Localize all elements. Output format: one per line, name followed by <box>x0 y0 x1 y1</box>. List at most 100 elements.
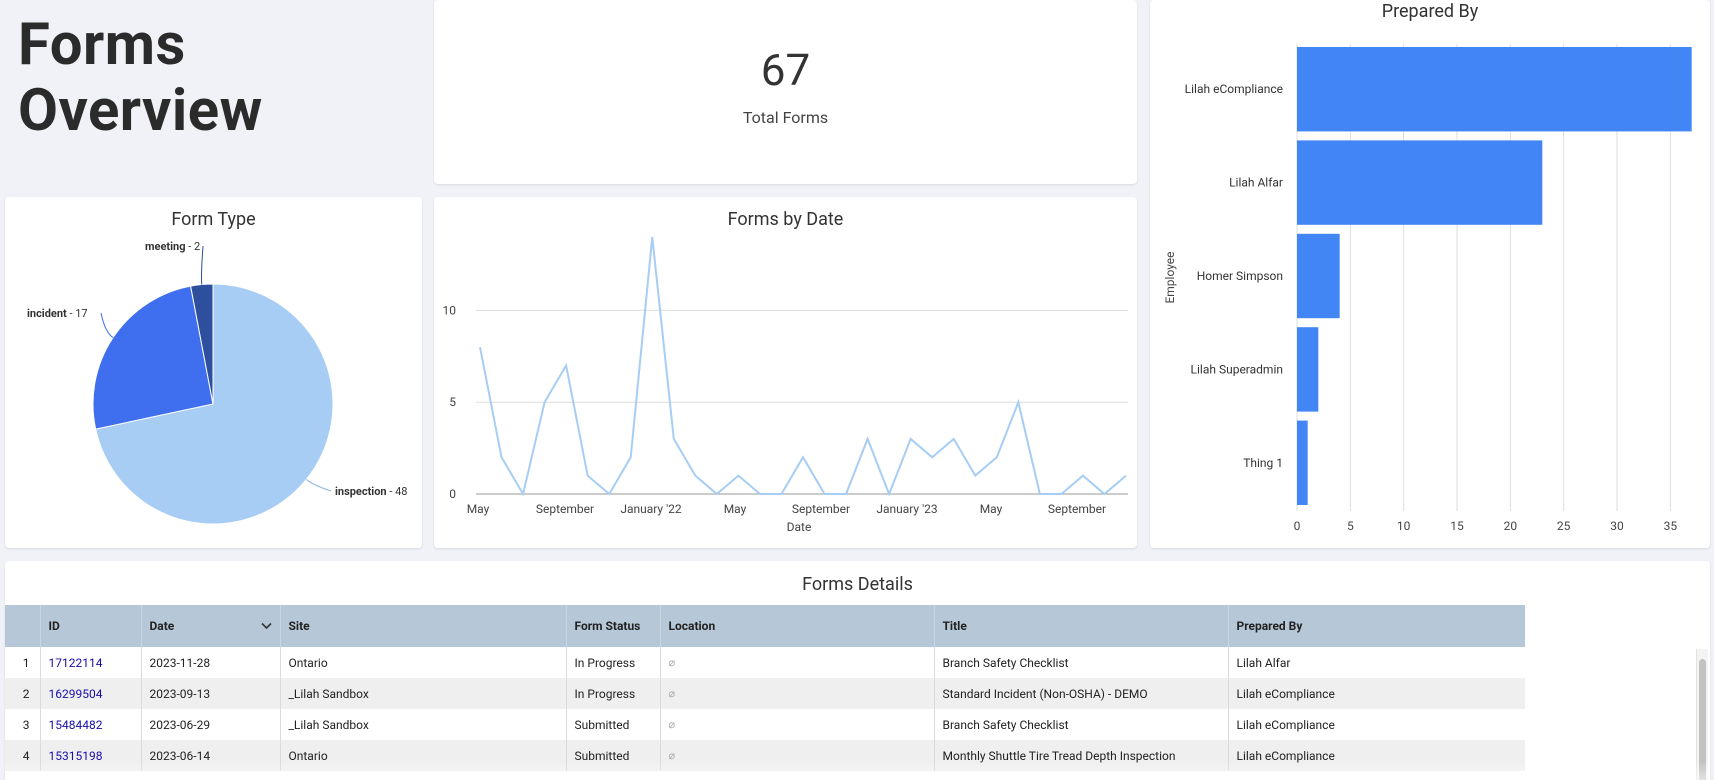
prepared-by-cell: Lilah eCompliance <box>1227 678 1525 709</box>
pie-leader-line-incident <box>100 312 114 339</box>
column-header-rownum <box>5 605 40 647</box>
column-header-date-label: Date <box>149 619 175 633</box>
form-id-link[interactable]: 16299504 <box>48 686 103 701</box>
form-type-card: Form Type inspection - 48 incident - 17 me… <box>5 197 422 548</box>
y-tick-label: 5 <box>449 395 456 409</box>
category-label: Thing 1 <box>1243 456 1283 470</box>
x-tick-label: January '22 <box>620 502 682 516</box>
x-tick-label: May <box>724 502 747 516</box>
column-header-form-status[interactable]: Form Status <box>565 605 660 647</box>
pie-label-inspection: inspection - 48 <box>335 485 407 498</box>
total-forms-label: Total Forms <box>742 108 829 127</box>
page-title-line1: Forms <box>18 11 186 79</box>
title-cell: Standard Incident (Non-OSHA) - DEMO <box>933 678 1228 709</box>
table-scrollbar[interactable] <box>1696 649 1708 780</box>
forms-details-table: ID Date Site Form Status Location Title … <box>5 605 1525 771</box>
prepared-by-title: Prepared By <box>1381 1 1479 22</box>
table-row: 3 15484482 2023-06-29 _Lilah Sandbox Sub… <box>5 709 1525 740</box>
category-label: Lilah Superadmin <box>1191 362 1283 376</box>
status-cell: Submitted <box>565 740 660 771</box>
prepared-by-cell: Lilah Alfar <box>1227 647 1525 678</box>
column-header-id[interactable]: ID <box>39 605 141 647</box>
bar <box>1297 327 1319 412</box>
pie-leader-line-meeting <box>201 245 204 285</box>
forms-by-date-title: Forms by Date <box>727 209 844 230</box>
prepared-by-cell: Lilah eCompliance <box>1227 709 1525 740</box>
bar <box>1297 140 1543 225</box>
y-tick-label: 0 <box>449 487 456 501</box>
forms-by-date-line-chart: 0 5 10 May September January '22 May September J… <box>443 236 1128 534</box>
location-null-icon: ⌀ <box>659 678 934 709</box>
x-tick-label: 35 <box>1664 519 1678 533</box>
table-row: 4 15315198 2023-06-14 Ontario Submitted … <box>5 740 1525 771</box>
form-id-link[interactable]: 17122114 <box>48 655 103 670</box>
y-axis-title: Employee <box>1163 251 1177 303</box>
x-tick-label: 25 <box>1557 519 1571 533</box>
y-tick-label: 10 <box>443 303 457 317</box>
title-cell: Branch Safety Checklist <box>933 709 1228 740</box>
forms-details-title: Forms Details <box>802 574 913 595</box>
form-type-title: Form Type <box>171 209 256 230</box>
form-type-pie-chart: inspection - 48 incident - 17 meeting - 2 <box>27 240 407 525</box>
table-row: 1 17122114 2023-11-28 Ontario In Progres… <box>5 647 1525 678</box>
x-tick-label: 20 <box>1504 519 1518 533</box>
status-cell: In Progress <box>565 647 660 678</box>
column-header-title[interactable]: Title <box>933 605 1228 647</box>
form-id-cell: 15315198 <box>39 740 141 771</box>
status-cell: In Progress <box>565 678 660 709</box>
x-tick-label: September <box>792 502 850 516</box>
bar <box>1297 233 1340 319</box>
sort-chevron-down-icon[interactable] <box>260 619 272 633</box>
prepared-by-bar-chart: 0 5 10 15 20 25 30 35 Lilah eCompliance Lilah Alf… <box>1163 44 1692 533</box>
form-id-cell: 17122114 <box>39 647 141 678</box>
table-scrollbar-thumb[interactable] <box>1699 659 1706 780</box>
column-header-location[interactable]: Location <box>659 605 934 647</box>
row-number: 1 <box>22 655 30 670</box>
date-cell: 2023-06-14 <box>140 740 280 771</box>
pie-label-meeting: meeting - 2 <box>145 240 200 253</box>
total-forms-value: 67 <box>760 44 811 96</box>
column-header-prepared-by[interactable]: Prepared By <box>1227 605 1525 647</box>
pie-slice-incident <box>92 285 214 430</box>
pie-slice-inspection <box>95 283 334 525</box>
site-cell: Ontario <box>279 647 566 678</box>
date-cell: 2023-06-29 <box>140 709 280 740</box>
category-label: Homer Simpson <box>1197 269 1283 283</box>
pie-leader-line-inspection <box>306 479 332 492</box>
x-tick-label: 0 <box>1294 519 1301 533</box>
location-null-icon: ⌀ <box>659 647 934 678</box>
status-cell: Submitted <box>565 709 660 740</box>
x-tick-label: 5 <box>1347 519 1354 533</box>
table-header-row: ID Date Site Form Status Location Title … <box>5 605 1525 647</box>
form-id-link[interactable]: 15315198 <box>48 748 103 763</box>
x-tick-label: 15 <box>1450 519 1464 533</box>
bar <box>1297 420 1308 505</box>
form-id-cell: 15484482 <box>39 709 141 740</box>
date-cell: 2023-11-28 <box>140 647 280 678</box>
prepared-by-card: Prepared By 0 5 10 15 20 25 30 35 Lilah eComplia… <box>1150 0 1710 548</box>
column-header-date[interactable]: Date <box>140 605 280 647</box>
form-id-link[interactable]: 15484482 <box>48 717 103 732</box>
column-header-site[interactable]: Site <box>279 605 566 647</box>
date-cell: 2023-09-13 <box>140 678 280 709</box>
page-title-line2: Overview <box>18 77 263 145</box>
site-cell: Ontario <box>279 740 566 771</box>
title-cell: Branch Safety Checklist <box>933 647 1228 678</box>
x-tick-label: May <box>980 502 1003 516</box>
pie-label-incident: incident - 17 <box>27 307 88 320</box>
category-label: Lilah eCompliance <box>1185 82 1283 96</box>
site-cell: _Lilah Sandbox <box>279 678 566 709</box>
site-cell: _Lilah Sandbox <box>279 709 566 740</box>
bar <box>1297 47 1692 132</box>
category-label: Lilah Alfar <box>1229 176 1283 190</box>
row-number: 2 <box>22 686 30 701</box>
forms-by-date-card: Forms by Date 0 5 10 May September January '2… <box>434 197 1137 548</box>
page-title: Forms Overview <box>18 12 418 144</box>
row-number: 4 <box>22 748 30 763</box>
x-tick-label: 10 <box>1397 519 1411 533</box>
location-null-icon: ⌀ <box>659 740 934 771</box>
row-number: 3 <box>22 717 30 732</box>
x-tick-label: 30 <box>1610 519 1624 533</box>
forms-details-card: Forms Details ID Date Site Form Status L… <box>5 561 1710 780</box>
x-tick-label: May <box>467 502 490 516</box>
